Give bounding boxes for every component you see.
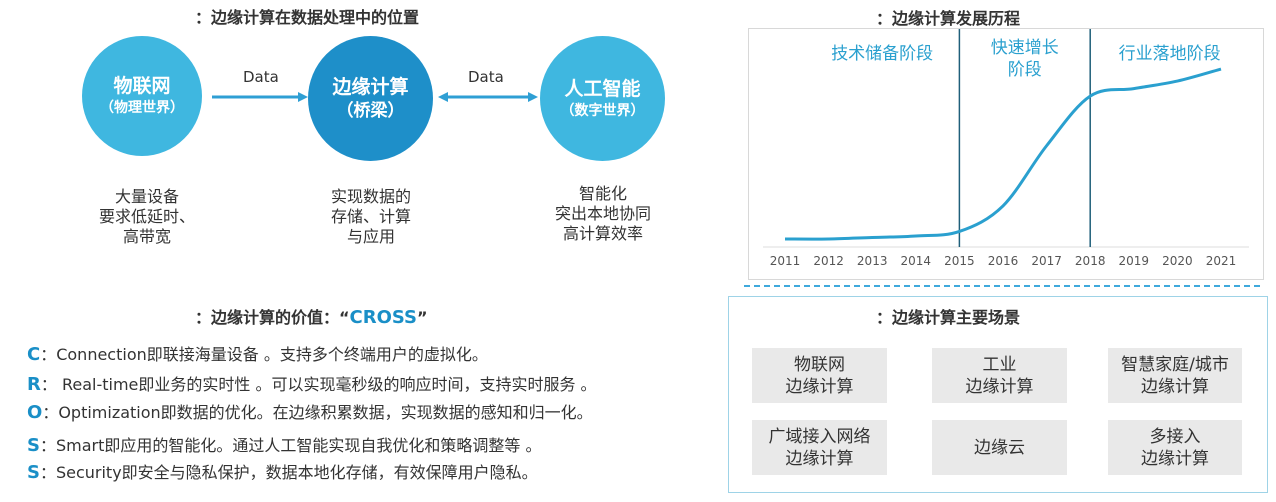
x-tick-label: 2021	[1206, 254, 1237, 268]
edge-circle-subtitle: （桥梁）	[336, 100, 405, 121]
desc-line: 突出本地协同	[554, 204, 651, 223]
value-item-connection: C：Connection即联接海量设备 。支持多个终端用户的虚拟化。	[27, 341, 488, 365]
scene-industrial-edge: 工业 边缘计算	[932, 348, 1067, 403]
desc-line: 存储、计算	[330, 207, 411, 226]
value-text: ：Security即安全与隐私保护，数据本地化存储，有效保障用户隐私。	[39, 463, 538, 482]
arrow-2-head-left	[438, 92, 448, 102]
iot-circle-title: 物联网	[113, 75, 171, 97]
scene-line: 多接入	[1149, 426, 1201, 447]
edge-circle-title: 边缘计算	[332, 75, 409, 98]
position-section-title: ：边缘计算在数据处理中的位置	[195, 8, 420, 27]
scene-line: 边缘计算	[965, 376, 1034, 397]
history-chart: 2011 2012 2013 2014 2015 2016 2017 2018 2019 2020…	[748, 28, 1264, 280]
arrow-label-data-1: Data	[243, 68, 279, 86]
scene-line: 边缘计算	[785, 448, 854, 469]
phase-label-reserve: 技术储备阶段	[831, 44, 933, 64]
scene-line: 智慧家庭/城市	[1121, 354, 1229, 375]
value-section-title: ：边缘计算的价值：“CROSS”	[195, 304, 428, 328]
value-item-security: S：Security即安全与隐私保护，数据本地化存储，有效保障用户隐私。	[27, 459, 538, 483]
scene-smart-home-city-edge: 智慧家庭/城市 边缘计算	[1108, 348, 1242, 403]
data-flow-arrows	[212, 92, 538, 102]
x-tick-label: 2015	[944, 254, 975, 268]
scene-iot-edge: 物联网 边缘计算	[752, 348, 887, 403]
value-text: ：Connection即联接海量设备 。支持多个终端用户的虚拟化。	[40, 345, 488, 364]
value-text: ： Real-time即业务的实时性 。可以实现毫秒级的响应时间，支持实时服务 …	[40, 375, 597, 394]
desc-line: 高带宽	[122, 227, 171, 246]
scene-line: 工业	[982, 354, 1017, 375]
x-tick-label: 2018	[1075, 254, 1106, 268]
edge-description: 实现数据的 存储、计算 与应用	[296, 187, 446, 247]
desc-line: 与应用	[346, 227, 395, 246]
phase-label-growth-1: 快速增长	[991, 38, 1059, 58]
value-letter: O	[27, 402, 43, 423]
scene-line: 边缘云	[974, 437, 1025, 458]
desc-line: 智能化	[578, 184, 627, 203]
phase-label-deploy: 行业落地阶段	[1119, 44, 1221, 64]
value-letter: S	[27, 435, 40, 456]
value-text: ：Optimization即数据的优化。在边缘积累数据，实现数据的感知和归一化。	[42, 403, 593, 422]
ai-circle-title: 人工智能	[564, 77, 641, 100]
scene-wan-access-edge: 广域接入网络 边缘计算	[752, 420, 887, 475]
value-title-prefix: ：边缘计算的价值：“	[195, 308, 350, 327]
value-title-suffix: ”	[417, 308, 428, 327]
growth-curve	[784, 67, 1222, 241]
iot-description: 大量设备 要求低延时、 高带宽	[72, 187, 222, 247]
scene-line: 物联网	[794, 354, 845, 375]
scene-line: 广域接入网络	[768, 426, 871, 447]
scenes-section-title: ：边缘计算主要场景	[876, 308, 1021, 327]
history-chart-svg: 2011 2012 2013 2014 2015 2016 2017 2018 2019 2020…	[763, 29, 1249, 268]
x-tick-label: 2014	[901, 254, 932, 268]
ai-circle: 人工智能 （数字世界）	[540, 36, 665, 161]
value-title-cross: CROSS	[349, 307, 418, 328]
value-text: ：Smart即应用的智能化。通过人工智能实现自我优化和策略调整等 。	[39, 436, 542, 455]
scene-multi-access-edge: 多接入 边缘计算	[1108, 420, 1242, 475]
scene-edge-cloud: 边缘云	[932, 420, 1067, 475]
desc-line: 要求低延时、	[98, 207, 195, 226]
value-item-smart: S：Smart即应用的智能化。通过人工智能实现自我优化和策略调整等 。	[27, 432, 541, 456]
x-tick-label: 2012	[813, 254, 844, 268]
ai-circle-subtitle: （数字世界）	[560, 102, 645, 119]
scene-line: 边缘计算	[785, 376, 854, 397]
x-tick-label: 2020	[1162, 254, 1193, 268]
phase-label-growth-2: 阶段	[1008, 60, 1042, 80]
scene-line: 边缘计算	[1141, 448, 1209, 469]
scene-line: 边缘计算	[1141, 376, 1209, 397]
edge-computing-circle: 边缘计算 （桥梁）	[308, 36, 433, 161]
arrow-2-head-right	[528, 92, 538, 102]
dashed-separator	[744, 285, 1260, 287]
arrow-1-head	[298, 92, 308, 102]
value-letter: S	[27, 462, 40, 483]
x-tick-label: 2013	[857, 254, 888, 268]
x-tick-label: 2011	[770, 254, 801, 268]
x-tick-label: 2019	[1119, 254, 1150, 268]
value-letter: C	[27, 344, 41, 365]
value-item-optimization: O：Optimization即数据的优化。在边缘积累数据，实现数据的感知和归一化…	[27, 399, 593, 423]
x-tick-label: 2017	[1031, 254, 1062, 268]
iot-circle: 物联网 （物理世界）	[82, 36, 202, 156]
desc-line: 高计算效率	[562, 224, 643, 243]
history-section-title: ：边缘计算发展历程	[876, 9, 1021, 28]
x-tick-label: 2016	[988, 254, 1019, 268]
desc-line: 实现数据的	[330, 187, 411, 206]
value-letter: R	[27, 374, 41, 395]
arrow-label-data-2: Data	[468, 68, 504, 86]
desc-line: 大量设备	[114, 187, 179, 206]
ai-description: 智能化 突出本地协同 高计算效率	[528, 184, 678, 244]
iot-circle-subtitle: （物理世界）	[100, 100, 184, 116]
value-item-realtime: R： Real-time即业务的实时性 。可以实现毫秒级的响应时间，支持实时服务…	[27, 371, 597, 395]
